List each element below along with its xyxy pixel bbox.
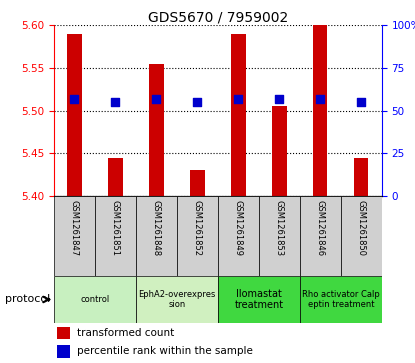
Point bbox=[71, 96, 78, 102]
Bar bbox=[57, 327, 71, 339]
Text: Rho activator Calp
eptin treatment: Rho activator Calp eptin treatment bbox=[302, 290, 380, 309]
Point bbox=[153, 96, 160, 102]
Text: GSM1261848: GSM1261848 bbox=[152, 200, 161, 256]
Text: GSM1261847: GSM1261847 bbox=[70, 200, 79, 256]
Point bbox=[358, 99, 365, 105]
Point bbox=[276, 96, 283, 102]
Text: percentile rank within the sample: percentile rank within the sample bbox=[77, 346, 253, 356]
Text: transformed count: transformed count bbox=[77, 328, 174, 338]
Bar bbox=[218, 276, 300, 323]
Bar bbox=[190, 171, 205, 196]
Text: GSM1261849: GSM1261849 bbox=[234, 200, 243, 256]
Bar bbox=[177, 196, 218, 276]
Bar bbox=[300, 196, 341, 276]
Text: Ilomastat
treatment: Ilomastat treatment bbox=[234, 289, 283, 310]
Bar bbox=[108, 158, 122, 196]
Bar bbox=[136, 196, 177, 276]
Text: control: control bbox=[81, 295, 110, 304]
Bar bbox=[57, 345, 71, 358]
Point bbox=[194, 99, 201, 105]
Bar bbox=[149, 64, 164, 196]
Bar bbox=[54, 196, 95, 276]
Bar bbox=[136, 276, 218, 323]
Point bbox=[317, 96, 324, 102]
Bar bbox=[313, 25, 327, 196]
Text: GSM1261850: GSM1261850 bbox=[357, 200, 366, 256]
Bar bbox=[341, 196, 382, 276]
Text: GSM1261846: GSM1261846 bbox=[316, 200, 325, 256]
Text: protocol: protocol bbox=[5, 294, 50, 305]
Point bbox=[235, 96, 242, 102]
Bar bbox=[300, 276, 382, 323]
Bar bbox=[259, 196, 300, 276]
Title: GDS5670 / 7959002: GDS5670 / 7959002 bbox=[148, 10, 288, 24]
Bar bbox=[354, 158, 369, 196]
Point bbox=[112, 99, 119, 105]
Bar bbox=[231, 34, 246, 196]
Text: GSM1261853: GSM1261853 bbox=[275, 200, 284, 256]
Bar bbox=[272, 106, 286, 196]
Text: GSM1261852: GSM1261852 bbox=[193, 200, 202, 256]
Bar bbox=[218, 196, 259, 276]
Bar bbox=[67, 34, 82, 196]
Text: EphA2-overexpres
sion: EphA2-overexpres sion bbox=[138, 290, 215, 309]
Text: GSM1261851: GSM1261851 bbox=[111, 200, 120, 256]
Bar bbox=[95, 196, 136, 276]
Bar bbox=[54, 276, 136, 323]
